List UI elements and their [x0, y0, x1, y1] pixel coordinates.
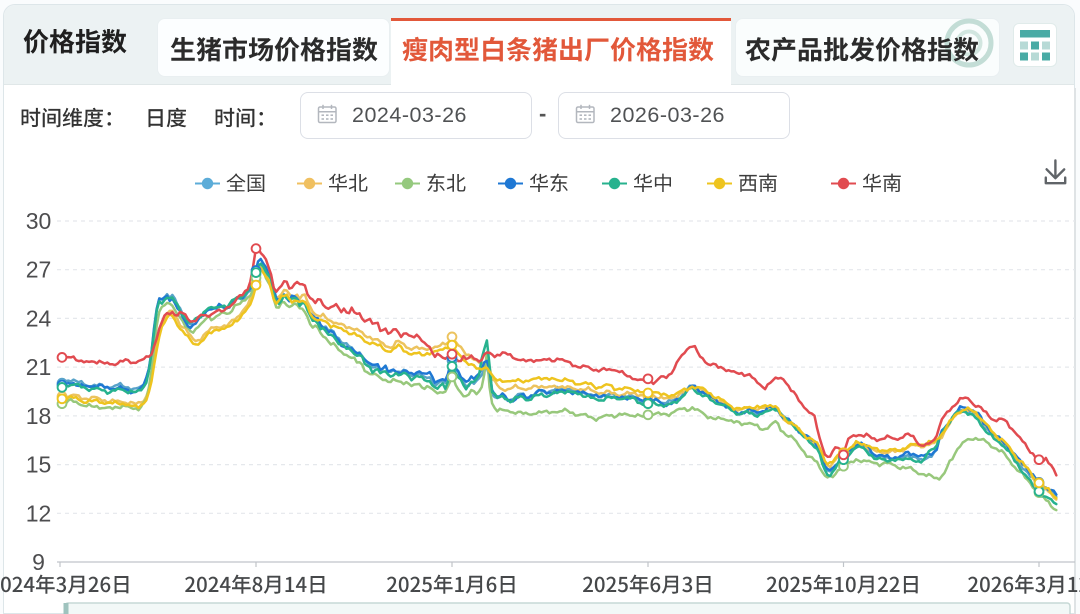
svg-text:30: 30 [26, 208, 52, 234]
svg-text:15: 15 [26, 452, 52, 478]
svg-text:12: 12 [26, 500, 52, 526]
svg-text:18: 18 [26, 403, 52, 429]
svg-text:21: 21 [26, 354, 52, 380]
svg-text:27: 27 [26, 257, 52, 283]
svg-text:9: 9 [32, 549, 45, 575]
svg-text:24: 24 [26, 305, 52, 331]
